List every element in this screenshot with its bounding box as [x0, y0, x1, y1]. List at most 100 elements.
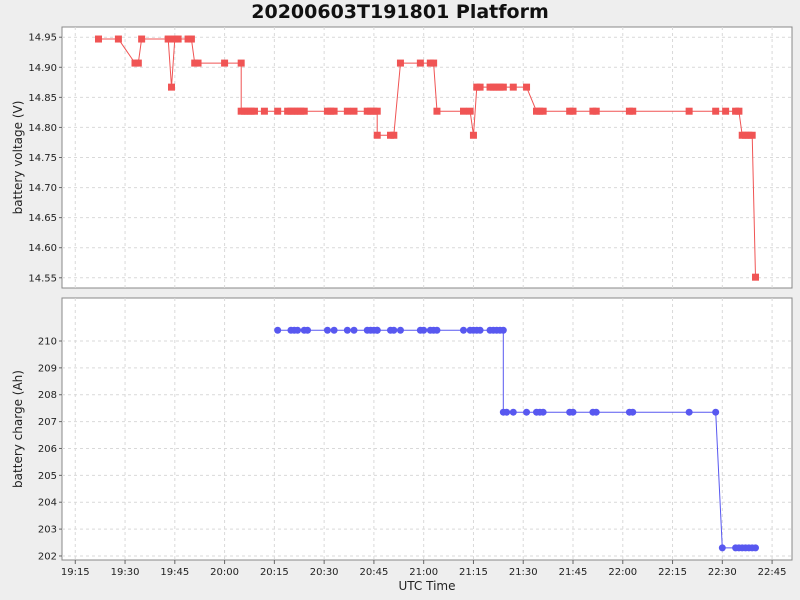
- charge-ytick-label: 210: [38, 336, 57, 347]
- voltage-data-point: [390, 131, 398, 139]
- charge-data-point: [460, 326, 467, 334]
- voltage-y-axis-label: battery voltage (V): [11, 101, 25, 215]
- voltage-data-point: [735, 107, 743, 115]
- charge-ytick-label: 202: [38, 551, 57, 562]
- charge-data-point: [499, 326, 507, 334]
- voltage-data-point: [685, 107, 693, 115]
- charge-data-point: [685, 408, 693, 416]
- voltage-ytick-label: 14.85: [28, 93, 57, 104]
- charge-plot-background: [61, 297, 793, 561]
- voltage-ytick-label: 14.95: [28, 33, 57, 44]
- xtick-label: 19:15: [61, 567, 90, 578]
- charge-data-point: [539, 408, 547, 416]
- voltage-data-point: [373, 131, 381, 139]
- xtick-label: 20:00: [210, 567, 239, 578]
- charge-data-point: [330, 326, 338, 334]
- x-axis-label: UTC Time: [399, 579, 456, 593]
- voltage-ytick-label: 14.65: [28, 213, 57, 224]
- charge-data-point: [712, 408, 720, 416]
- voltage-data-point: [466, 107, 474, 115]
- xtick-label: 22:15: [658, 567, 687, 578]
- chart-title: 20200603T191801 Platform: [251, 1, 549, 23]
- voltage-data-point: [134, 59, 142, 67]
- voltage-data-point: [539, 107, 547, 115]
- charge-data-point: [396, 326, 404, 334]
- voltage-data-point: [260, 107, 268, 115]
- xtick-label: 21:00: [409, 567, 438, 578]
- charge-data-point: [350, 326, 358, 334]
- voltage-data-point: [509, 83, 517, 91]
- voltage-ytick-label: 14.90: [28, 63, 57, 74]
- voltage-panel: 14.95 14.90 14.85 14.80 14.75 14.70 14.65 14.60…: [11, 26, 793, 289]
- voltage-data-point: [752, 273, 759, 281]
- charge-data-point: [476, 326, 484, 334]
- xtick-label: 19:30: [111, 567, 140, 578]
- voltage-data-point: [748, 131, 756, 139]
- xtick-label: 22:45: [758, 567, 787, 578]
- voltage-data-point: [350, 107, 358, 115]
- charge-data-point: [390, 326, 398, 334]
- xtick-label: 19:45: [160, 567, 189, 578]
- voltage-data-point: [300, 107, 308, 115]
- charge-y-axis-label: battery charge (Ah): [11, 370, 25, 488]
- charge-ytick-label: 208: [38, 390, 57, 401]
- charge-data-point: [592, 408, 600, 416]
- voltage-data-point: [330, 107, 338, 115]
- voltage-data-point: [430, 59, 438, 67]
- x-axis: 19:15 19:30 19:45 20:00 20:15 20:30 20:45 21:00…: [61, 560, 787, 593]
- charge-ytick-label: 203: [38, 525, 57, 536]
- xtick-label: 21:45: [559, 567, 588, 578]
- charge-data-point: [373, 326, 381, 334]
- xtick-label: 20:30: [310, 567, 339, 578]
- xtick-label: 22:30: [708, 567, 737, 578]
- voltage-data-point: [274, 107, 282, 115]
- voltage-data-point: [164, 35, 172, 43]
- charge-data-point: [523, 408, 531, 416]
- voltage-data-point: [95, 35, 102, 43]
- charge-data-point: [752, 544, 759, 552]
- voltage-data-point: [433, 107, 441, 115]
- charge-data-point: [433, 326, 441, 334]
- xtick-label: 20:15: [260, 567, 289, 578]
- voltage-data-point: [476, 83, 484, 91]
- voltage-data-point: [343, 107, 351, 115]
- voltage-data-point: [168, 83, 175, 91]
- charge-data-point: [304, 326, 312, 334]
- voltage-data-point: [114, 35, 122, 43]
- voltage-data-point: [460, 107, 467, 115]
- charge-ytick-label: 206: [38, 444, 57, 455]
- voltage-data-point: [174, 35, 182, 43]
- voltage-data-point: [396, 59, 404, 67]
- voltage-ytick-label: 14.55: [28, 273, 57, 284]
- charge-data-point: [509, 408, 517, 416]
- voltage-data-point: [138, 35, 146, 43]
- voltage-data-point: [629, 107, 637, 115]
- voltage-data-point: [523, 83, 531, 91]
- voltage-data-point: [499, 83, 507, 91]
- voltage-data-point: [569, 107, 577, 115]
- charge-data-point: [323, 326, 331, 334]
- voltage-data-point: [187, 35, 195, 43]
- charge-data-point: [569, 408, 577, 416]
- charge-data-point: [718, 544, 726, 552]
- charge-panel: 210 209 208 207 206 205 204 203 202 battery charg…: [11, 297, 793, 562]
- charge-ytick-label: 207: [38, 417, 57, 428]
- voltage-ytick-label: 14.80: [28, 123, 57, 134]
- voltage-data-point: [469, 131, 477, 139]
- voltage-data-point: [237, 59, 245, 67]
- voltage-ytick-label: 14.75: [28, 153, 57, 164]
- voltage-data-point: [722, 107, 730, 115]
- xtick-label: 21:30: [509, 567, 538, 578]
- charge-data-point: [294, 326, 302, 334]
- voltage-data-point: [221, 59, 229, 67]
- voltage-ytick-label: 14.60: [28, 243, 57, 254]
- voltage-data-point: [416, 59, 424, 67]
- charge-data-point: [503, 408, 511, 416]
- voltage-data-point: [250, 107, 258, 115]
- voltage-ytick-label: 14.70: [28, 183, 57, 194]
- xtick-label: 21:15: [459, 567, 488, 578]
- charge-data-point: [629, 408, 637, 416]
- charge-ytick-label: 205: [38, 471, 57, 482]
- voltage-data-point: [712, 107, 720, 115]
